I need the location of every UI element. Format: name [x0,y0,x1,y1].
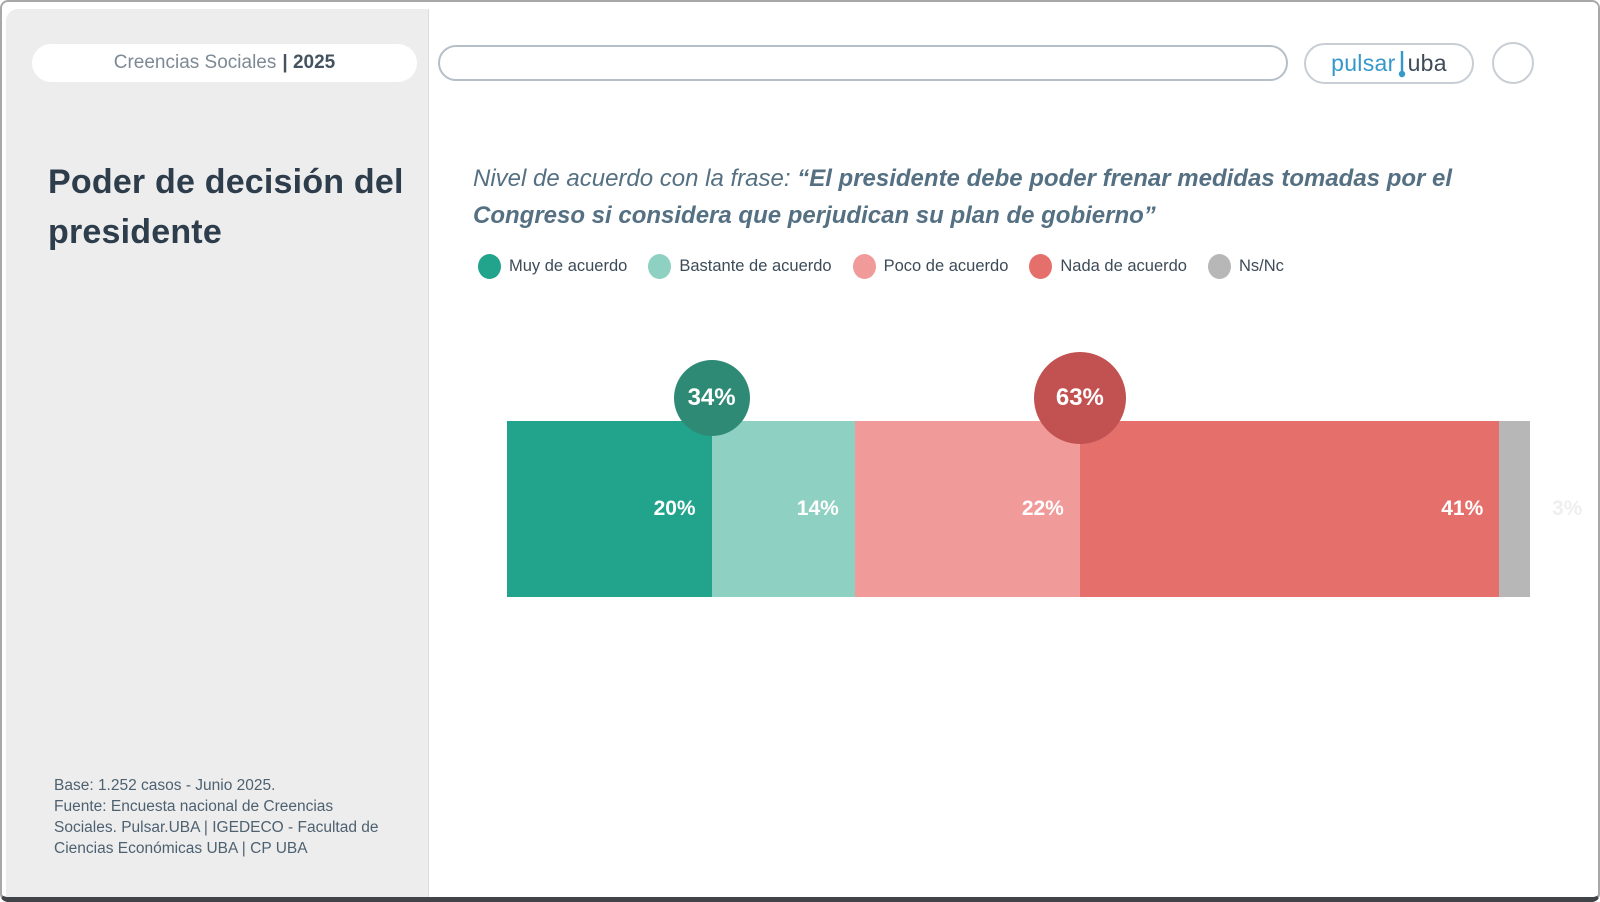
legend-label: Nada de acuerdo [1060,257,1187,275]
bar-segment: 20% [507,421,712,597]
chart-area: 20% 14% 22% 41% 3% 34% 63% [507,351,1582,597]
legend-dot-icon [478,254,501,279]
question-quote: “El presidente debe poder frenar medidas… [473,165,1453,229]
report-badge: Creencias Sociales | 2025 [32,44,417,82]
aggregate-badge: 63% [1033,352,1126,444]
segment-value-label: 14% [796,497,839,520]
legend-label: Bastante de acuerdo [679,257,832,275]
legend-dot-icon [1029,254,1053,279]
bar-segment: 41% [1079,421,1500,597]
chart-legend: Muy de acuerdo Bastante de acuerdo Poco de… [478,254,1284,279]
legend-label: Poco de acuerdo [883,257,1009,275]
topbar: pulsar uba [438,41,1534,85]
nav-bar[interactable] [438,45,1288,81]
main-area: pulsar uba Nivel de acuerdo con la frase… [430,2,1598,897]
segment-value-label: 22% [1021,497,1064,520]
segment-value-label: 41% [1441,497,1484,520]
report-badge-title: Creencias Sociales [113,52,277,73]
aggregate-badge: 34% [673,360,750,436]
stacked-bar: 20% 14% 22% 41% 3% [507,421,1582,597]
bar-segment: 14% [711,421,855,597]
legend-dot-icon [1207,254,1231,279]
legend-item: Nada de acuerdo [1029,254,1187,279]
legend-label: Muy de acuerdo [509,257,628,275]
pulsar-uba-logo-button[interactable]: pulsar uba [1304,42,1474,84]
segment-value-label: 3% [1551,497,1583,520]
legend-label: Ns/Nc [1238,257,1284,275]
source-footnote: Base: 1.252 casos - Junio 2025. Fuente: … [54,777,379,857]
legend-dot-icon [852,254,876,279]
legend-item: Bastante de acuerdo [648,254,832,279]
chart-question: Nivel de acuerdo con la frase: “El presi… [473,160,1493,234]
logo-text-uba: uba [1407,49,1447,76]
legend-item: Muy de acuerdo [478,254,627,279]
page-title: Poder de decisión del presidente [48,163,404,251]
logo-text-pulsar: pulsar [1331,49,1396,76]
report-badge-year: | 2025 [282,52,336,73]
legend-dot-icon [648,254,672,279]
segment-value-label: 20% [653,497,696,520]
question-lead: Nivel de acuerdo con la frase: [473,165,798,192]
sidebar: Creencias Sociales | 2025 Poder de decis… [6,9,429,897]
legend-item: Ns/Nc [1207,254,1284,279]
legend-item: Poco de acuerdo [852,254,1009,279]
bar-segment: 3% [1499,421,1582,597]
nav-circle-button[interactable] [1492,42,1534,84]
bar-segment: 22% [854,421,1080,597]
pulse-marker-icon [1397,50,1407,82]
